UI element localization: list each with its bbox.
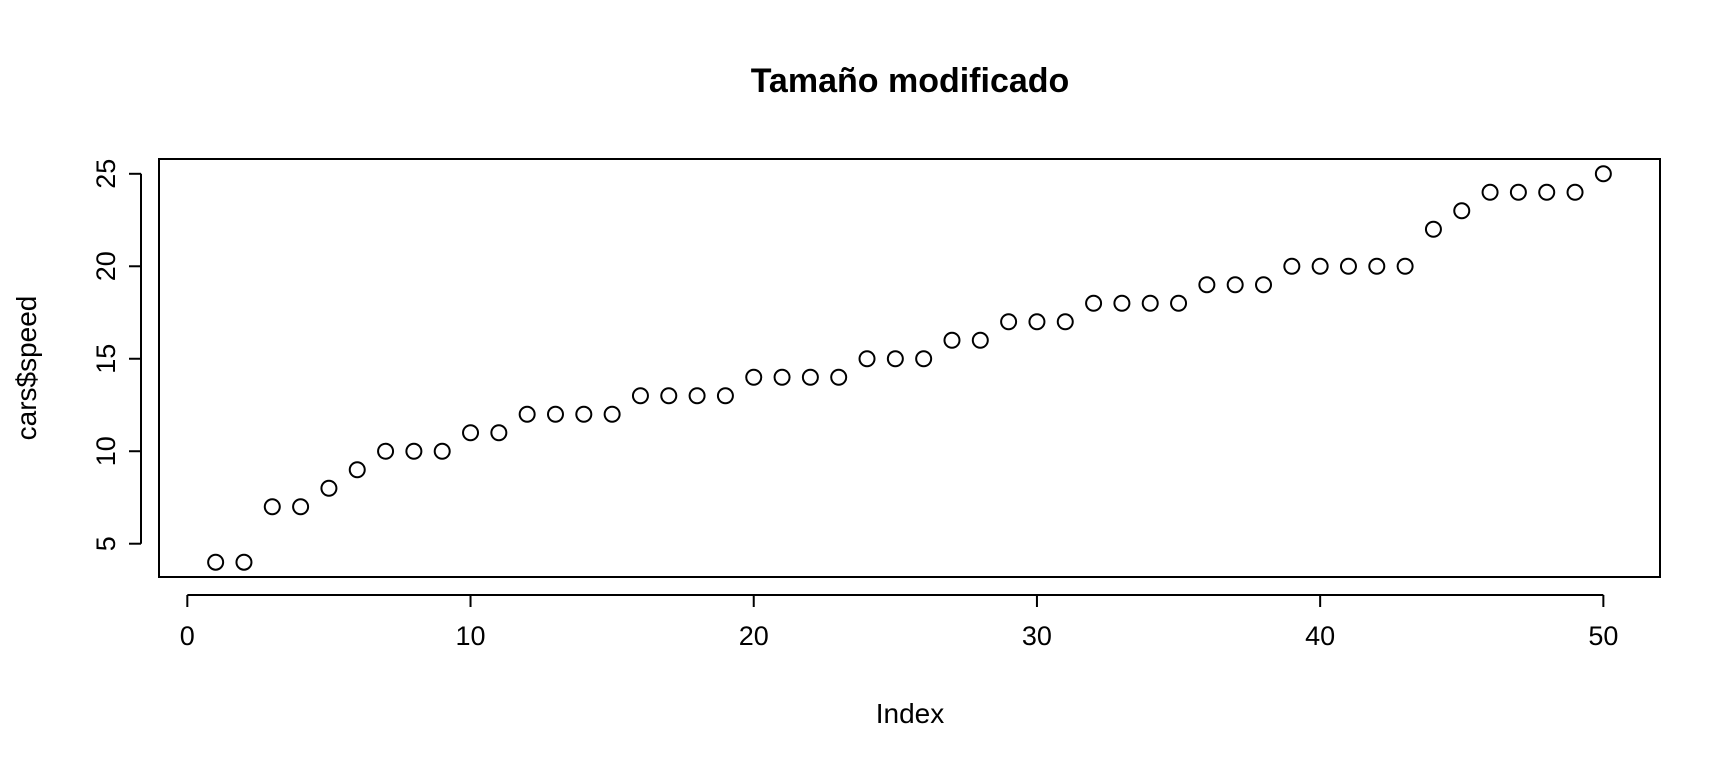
data-point xyxy=(1339,257,1357,275)
data-point xyxy=(1198,276,1216,294)
data-point xyxy=(858,350,876,368)
data-point xyxy=(603,405,621,423)
x-tick-label: 40 xyxy=(1305,621,1335,651)
data-point xyxy=(1481,183,1499,201)
x-axis-label: Index xyxy=(876,698,945,729)
data-point xyxy=(377,442,395,460)
data-point xyxy=(546,405,564,423)
x-tick-label: 30 xyxy=(1022,621,1052,651)
data-point xyxy=(1453,202,1471,220)
data-point xyxy=(263,498,281,516)
data-point xyxy=(1141,294,1159,312)
data-point xyxy=(631,387,649,405)
data-point xyxy=(1000,313,1018,331)
data-point xyxy=(745,368,763,386)
data-point xyxy=(1566,183,1584,201)
data-point xyxy=(433,442,451,460)
x-axis: 0 10 20 30 40 50 xyxy=(180,594,1618,651)
data-point xyxy=(716,387,734,405)
y-tick-label: 10 xyxy=(91,436,121,466)
data-point xyxy=(886,350,904,368)
data-point xyxy=(490,424,508,442)
data-point xyxy=(1396,257,1414,275)
y-axis: 5 10 15 20 25 xyxy=(91,159,142,551)
plot-frame xyxy=(158,158,1661,578)
data-point xyxy=(773,368,791,386)
data-point xyxy=(1028,313,1046,331)
data-point xyxy=(1170,294,1188,312)
data-point xyxy=(320,479,338,497)
x-tick-label: 20 xyxy=(739,621,769,651)
y-tick-label: 5 xyxy=(91,536,121,551)
data-point xyxy=(660,387,678,405)
data-point xyxy=(1056,313,1074,331)
data-point xyxy=(405,442,423,460)
data-point xyxy=(943,331,961,349)
data-point xyxy=(1368,257,1386,275)
data-point xyxy=(235,553,253,571)
data-point xyxy=(1226,276,1244,294)
data-point xyxy=(830,368,848,386)
data-point xyxy=(518,405,536,423)
data-point xyxy=(575,405,593,423)
data-point xyxy=(1085,294,1103,312)
chart-title: Tamaño modificado xyxy=(751,62,1070,100)
data-point xyxy=(348,461,366,479)
x-tick-label: 0 xyxy=(180,621,195,651)
data-point xyxy=(207,553,225,571)
data-point xyxy=(688,387,706,405)
data-point xyxy=(1538,183,1556,201)
x-tick-label: 10 xyxy=(456,621,486,651)
data-point xyxy=(1311,257,1329,275)
data-point xyxy=(1255,276,1273,294)
data-point xyxy=(915,350,933,368)
y-tick-label: 20 xyxy=(91,251,121,281)
data-point xyxy=(1424,220,1442,238)
data-point xyxy=(1113,294,1131,312)
data-point xyxy=(801,368,819,386)
y-tick-label: 25 xyxy=(91,159,121,189)
data-point xyxy=(1509,183,1527,201)
data-points xyxy=(207,165,1612,571)
y-axis-label: cars$speed xyxy=(11,296,42,441)
x-tick-label: 50 xyxy=(1588,621,1618,651)
data-point xyxy=(1283,257,1301,275)
data-point xyxy=(1594,165,1612,183)
data-point xyxy=(292,498,310,516)
data-point xyxy=(462,424,480,442)
data-point xyxy=(971,331,989,349)
y-tick-label: 15 xyxy=(91,344,121,374)
